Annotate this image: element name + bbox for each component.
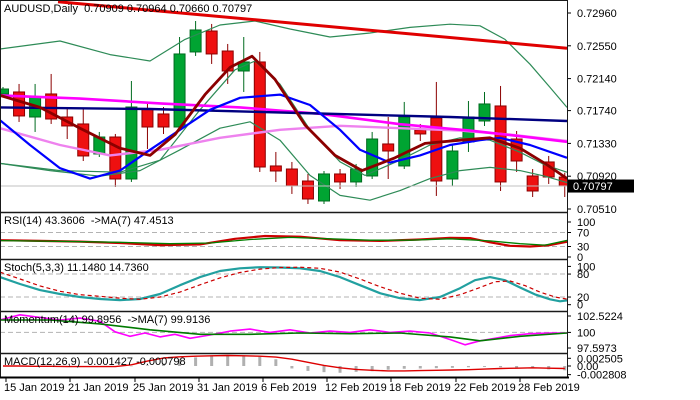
candle-body (398, 116, 411, 167)
candle-body (334, 173, 347, 183)
macd-axis-label: 0.00 (577, 361, 598, 373)
candle-body (189, 29, 202, 53)
momentum-ma-line (0, 319, 567, 342)
time-axis-label: 15 Jan 2019 (4, 382, 65, 394)
sto-axis-label: 20 (577, 292, 589, 304)
ma-blue (0, 93, 567, 180)
candle-body (285, 168, 298, 187)
candle-body (45, 93, 58, 120)
time-axis-label: 6 Feb 2019 (261, 382, 317, 394)
candle-body (301, 180, 314, 200)
candle-body (253, 61, 266, 168)
candle-body (77, 123, 90, 157)
rsi-axis-label: 30 (577, 242, 589, 254)
candle-body (414, 129, 427, 135)
price-axis-label: 0.70920 (577, 171, 617, 183)
macd-axis-label: 0.002505 (577, 353, 623, 365)
sto-axis-label: 100 (577, 261, 595, 273)
main-chart-title: AUDUSD,Daily 0.70909 0.70964 0.70660 0.7… (4, 3, 253, 15)
time-axis-label: 18 Feb 2019 (389, 382, 451, 394)
price-axis-label: 0.72960 (577, 8, 617, 20)
candle-body (205, 30, 218, 55)
envelope-lower (0, 121, 567, 201)
envelope-upper (0, 20, 567, 108)
time-axis-label: 25 Jan 2019 (133, 382, 194, 394)
time-axis-label: 21 Jan 2019 (68, 382, 129, 394)
mom-axis-label: 100 (577, 327, 595, 339)
plot-area (0, 0, 567, 373)
candle-body (141, 108, 154, 128)
price-axis-label: 0.70510 (577, 204, 617, 216)
candle-body (0, 88, 9, 95)
candle-body (125, 106, 138, 180)
ma-navy (0, 106, 567, 123)
price-axis-label: 0.72550 (577, 41, 617, 53)
candle-body (350, 168, 363, 183)
candle-body (173, 53, 186, 128)
rsi-axis-label: 70 (577, 228, 589, 240)
current-price-tag-label: 0.70797 (573, 181, 613, 193)
stoch-main-line (0, 266, 567, 303)
candle-body (478, 103, 491, 122)
candle-body (109, 136, 122, 180)
ma-maroon (0, 54, 567, 180)
macd-signal-line (3, 354, 565, 372)
candle-body (382, 143, 395, 152)
current-price-tag (568, 179, 634, 193)
bullish-candles (0, 21, 491, 204)
trendline-resistance (57, 0, 567, 50)
candle-body (318, 173, 330, 202)
time-axis-label: 31 Jan 2019 (197, 382, 258, 394)
rsi-axis-label: 0 (577, 252, 583, 264)
price-axis-label: 0.71740 (577, 106, 617, 118)
candle-body (446, 150, 459, 180)
momentum-line (0, 314, 567, 346)
candle-body (526, 175, 539, 192)
sto-axis-label: 80 (577, 269, 589, 281)
sto-axis-label: 0 (577, 300, 583, 312)
rsi-ma-line (0, 236, 567, 246)
momentum-panel-title: Momentum(14) 99.8956 ->MA(7) 99.9136 (4, 314, 211, 326)
rsi-line (0, 234, 567, 248)
candle-body (269, 165, 282, 172)
macd-panel-title: MACD(12,26,9) -0.001427 -0.000798 (4, 356, 186, 368)
stochastic-panel-title: Stoch(5,3,3) 11.1480 14.7360 (4, 262, 149, 274)
rsi-axis-label: 100 (577, 217, 595, 229)
time-axis-label: 28 Feb 2019 (518, 382, 580, 394)
time-axis-label: 22 Feb 2019 (454, 382, 516, 394)
price-axis-label: 0.71330 (577, 138, 617, 150)
time-axis-label: 12 Feb 2019 (325, 382, 387, 394)
mom-axis-label: 102.5224 (577, 311, 623, 323)
candle-body (157, 113, 170, 128)
price-axis-label: 0.72140 (577, 74, 617, 86)
rsi-panel-title: RSI(14) 43.3606 ->MA(7) 47.4513 (4, 215, 174, 227)
macd-axis-label: -0.002808 (577, 370, 627, 382)
mom-axis-label: 97.5973 (577, 343, 617, 355)
